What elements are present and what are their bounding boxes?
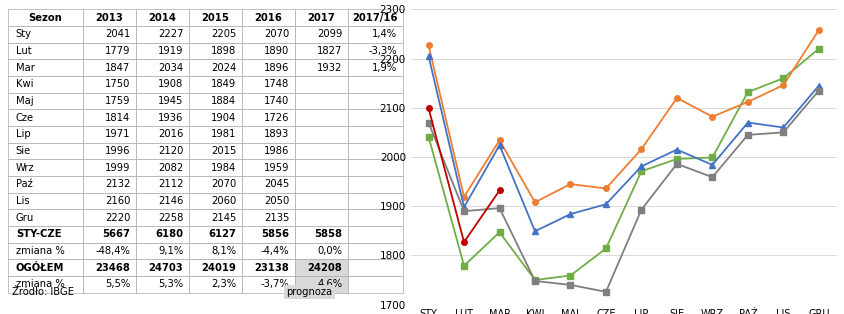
2015 bbox=[813, 84, 823, 88]
2015 bbox=[600, 202, 610, 206]
2014 bbox=[565, 182, 575, 186]
2013 bbox=[600, 246, 610, 250]
2017 bbox=[494, 189, 504, 192]
2013 bbox=[494, 230, 504, 234]
2013 bbox=[777, 76, 787, 80]
2014 bbox=[494, 138, 504, 142]
2014 bbox=[706, 115, 717, 119]
Text: Źródło: IBGE: Źródło: IBGE bbox=[13, 287, 74, 297]
2014 bbox=[600, 187, 610, 190]
Line: 2014: 2014 bbox=[425, 27, 820, 205]
2013 bbox=[813, 47, 823, 51]
2017 bbox=[423, 106, 433, 110]
2013 bbox=[636, 169, 646, 173]
2014 bbox=[423, 43, 433, 47]
2013 bbox=[706, 156, 717, 160]
2014 bbox=[742, 100, 752, 104]
2013 bbox=[529, 278, 539, 282]
2016 bbox=[565, 283, 575, 287]
2014 bbox=[458, 195, 468, 199]
2016 bbox=[636, 208, 646, 212]
2013 bbox=[671, 157, 681, 161]
2015 bbox=[706, 163, 717, 167]
2016 bbox=[813, 89, 823, 93]
2016 bbox=[706, 175, 717, 179]
2013 bbox=[565, 274, 575, 278]
2016 bbox=[671, 162, 681, 166]
Text: prognoza: prognoza bbox=[286, 287, 332, 297]
2016 bbox=[423, 121, 433, 124]
2015 bbox=[458, 205, 468, 209]
2014 bbox=[813, 28, 823, 32]
2015 bbox=[565, 212, 575, 216]
2015 bbox=[529, 230, 539, 233]
2016 bbox=[458, 209, 468, 213]
2013 bbox=[423, 135, 433, 139]
2016 bbox=[529, 279, 539, 283]
2016 bbox=[742, 133, 752, 137]
2015 bbox=[494, 143, 504, 147]
Line: 2015: 2015 bbox=[425, 53, 820, 234]
2014 bbox=[777, 83, 787, 87]
2015 bbox=[671, 148, 681, 151]
Line: 2013: 2013 bbox=[425, 46, 820, 283]
2016 bbox=[494, 206, 504, 210]
2014 bbox=[636, 147, 646, 151]
2014 bbox=[529, 200, 539, 204]
2016 bbox=[600, 290, 610, 294]
2013 bbox=[742, 90, 752, 94]
2013 bbox=[458, 264, 468, 268]
2014 bbox=[671, 96, 681, 100]
2015 bbox=[777, 126, 787, 129]
2015 bbox=[742, 121, 752, 124]
2015 bbox=[636, 165, 646, 168]
2016 bbox=[777, 131, 787, 134]
Line: 2016: 2016 bbox=[425, 88, 820, 295]
2015 bbox=[423, 54, 433, 58]
2017 bbox=[458, 240, 468, 244]
Line: 2017: 2017 bbox=[425, 106, 501, 245]
